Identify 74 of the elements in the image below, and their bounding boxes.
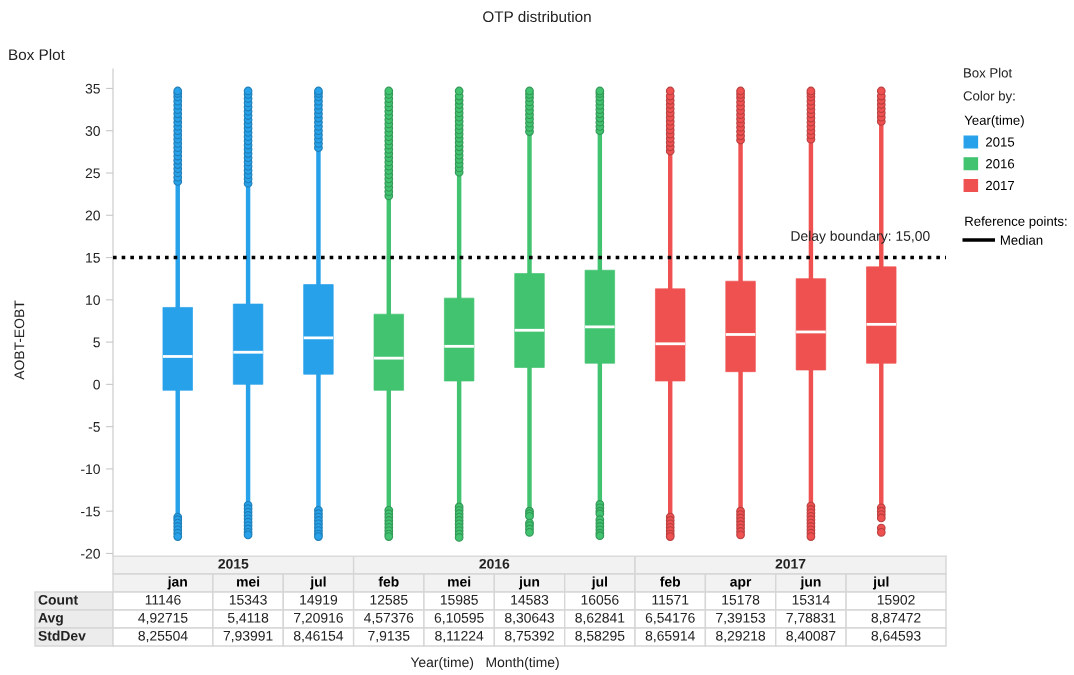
y-tick-label: 30	[85, 126, 100, 136]
text: StdDev	[38, 630, 86, 641]
text: 2015	[218, 558, 249, 569]
text: 4,57376	[364, 612, 414, 625]
text: 6,10595	[434, 612, 484, 625]
text: 15902	[877, 594, 915, 605]
x-tick-label: mei	[448, 576, 471, 587]
text: 12585	[370, 594, 408, 605]
legend-label: 2016	[986, 159, 1015, 169]
text: Reference points:	[965, 216, 1067, 229]
text: Count	[38, 594, 78, 605]
text: 11146	[145, 594, 181, 605]
text: 5,4118	[227, 612, 269, 625]
x-tick-label: feb	[660, 576, 681, 587]
text: 7,9135	[368, 630, 410, 643]
x-tick-label: jul	[872, 576, 889, 590]
text: 15178	[722, 594, 760, 605]
x-tick-label: jun	[518, 576, 540, 590]
text: 8,87472	[871, 612, 921, 625]
y-tick-label: 35	[85, 83, 100, 94]
y-tick-label: -5	[88, 422, 100, 432]
y-tick-label: -10	[81, 464, 100, 475]
text: 15343	[229, 594, 267, 605]
y-tick-label: 20	[85, 210, 100, 221]
x-tick-label: jul	[591, 576, 607, 590]
text: 7,93991	[223, 630, 273, 643]
text: 6,54176	[645, 612, 695, 625]
y-tick-label: 0	[93, 379, 100, 390]
x-tick-label: jun	[800, 576, 821, 590]
text: Box Plot	[964, 67, 1013, 78]
text: 8,29218	[716, 630, 766, 643]
text: 15314	[792, 594, 830, 605]
text: 2017	[775, 558, 806, 569]
text: 7,78831	[786, 612, 836, 625]
x-tick-label: apr	[730, 579, 752, 590]
text: 2016	[479, 558, 510, 569]
x-axis-title: Year(time) Month(time)	[410, 657, 559, 670]
y-tick-label: -15	[81, 506, 100, 517]
y-tick-label: 25	[85, 168, 100, 179]
legend-label: 2015	[986, 137, 1015, 147]
text: 7,39153	[716, 612, 766, 625]
text: 8,40087	[786, 630, 836, 643]
text: 8,75392	[505, 630, 554, 643]
y-tick-label: -20	[81, 548, 100, 559]
text: Median	[1000, 235, 1043, 245]
text: 8,46154	[293, 630, 344, 643]
y-tick-label: 5	[93, 337, 100, 348]
y-tick-label: 15	[86, 253, 100, 263]
text: 8,62841	[575, 612, 625, 625]
text: 8,25504	[138, 630, 188, 643]
text: Color by:	[963, 90, 1015, 104]
text: 14919	[300, 594, 338, 605]
text: 8,58295	[575, 630, 625, 643]
text: 11571	[652, 595, 689, 605]
chart-title: OTP distribution	[483, 10, 591, 23]
y-axis-title: AOBT-EOBT	[14, 300, 25, 380]
legend-label: 2017	[986, 180, 1015, 191]
x-tick-label: feb	[378, 576, 399, 587]
text: 8,64593	[871, 630, 921, 643]
x-tick-label: jan	[167, 576, 187, 590]
text: 14583	[511, 594, 549, 605]
text: 16056	[581, 594, 619, 605]
text: 8,65914	[645, 630, 695, 643]
text: 8,11224	[435, 630, 484, 643]
legend-title: Year(time)	[964, 115, 1024, 128]
text: 15985	[440, 594, 478, 605]
y-tick-label: 10	[86, 295, 100, 305]
x-tick-label: jul	[310, 576, 326, 590]
text: 8,30643	[505, 612, 554, 625]
text: 4,92715	[138, 612, 188, 625]
text: Avg	[38, 612, 63, 626]
text: 7,20916	[294, 612, 343, 625]
chart-subtitle: Box Plot	[9, 48, 65, 61]
x-tick-label: mei	[237, 576, 260, 587]
